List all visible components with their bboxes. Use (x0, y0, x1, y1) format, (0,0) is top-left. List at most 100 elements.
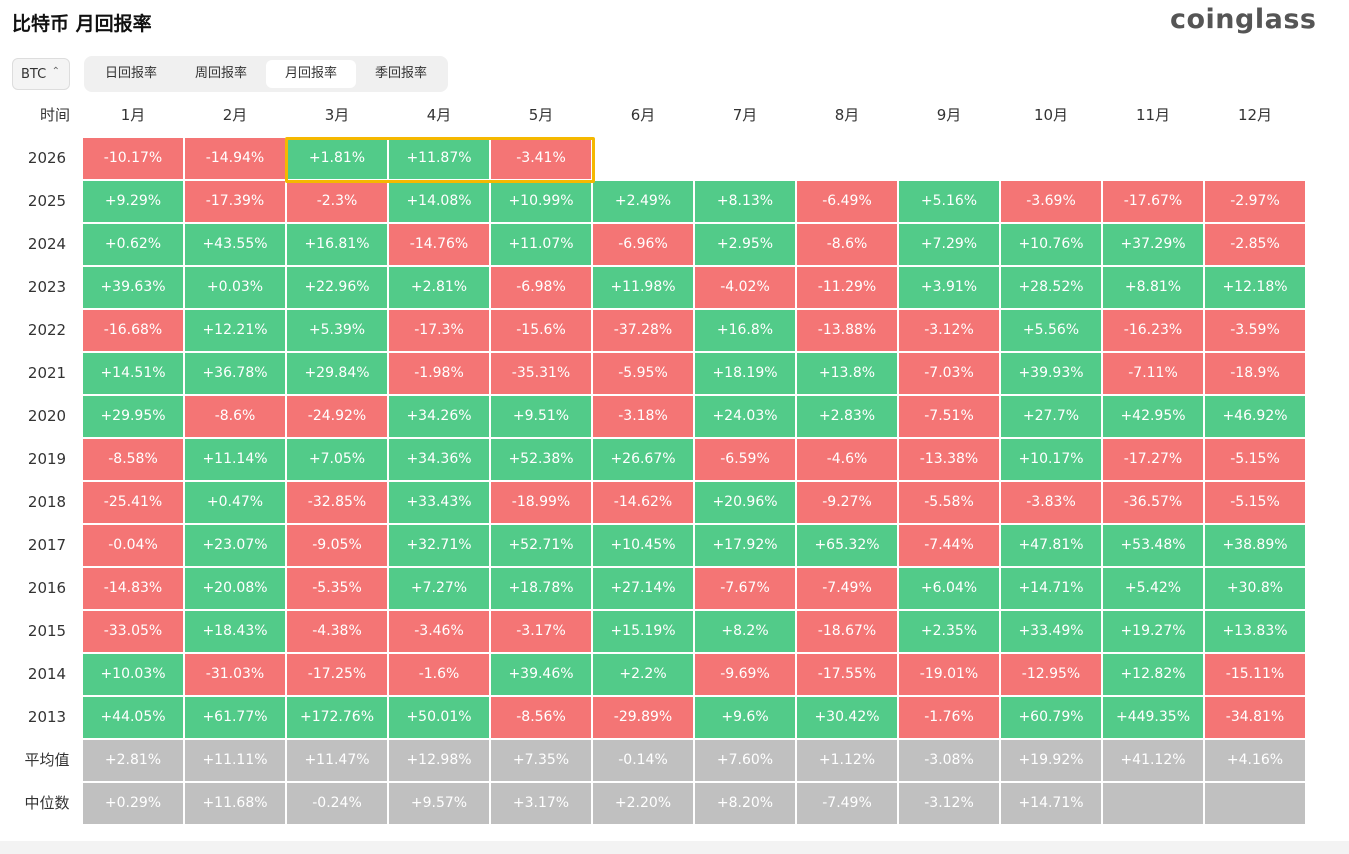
column-header: 时间 (39, 106, 70, 124)
return-cell: +24.03% (695, 396, 795, 437)
return-cell: +17.92% (695, 525, 795, 566)
summary-cell: +9.57% (389, 783, 489, 824)
return-cell: +9.51% (491, 396, 591, 437)
return-cell: -8.6% (185, 396, 285, 437)
return-cell: -15.6% (491, 310, 591, 351)
return-cell: +2.35% (899, 611, 999, 652)
return-cell: -14.62% (593, 482, 693, 523)
return-cell: -2.85% (1205, 224, 1305, 265)
tab[interactable]: 日回报率 (104, 66, 157, 81)
column-header: 10月 (1033, 106, 1069, 124)
summary-cell: +41.12% (1103, 740, 1203, 781)
return-cell: +53.48% (1103, 525, 1203, 566)
return-cell: -17.3% (389, 310, 489, 351)
return-cell: -35.31% (491, 353, 591, 394)
return-cell: +38.89% (1205, 525, 1305, 566)
tab-selected[interactable]: 月回报率 (266, 60, 356, 88)
return-cell: -5.15% (1205, 439, 1305, 480)
return-cell: +2.2% (593, 654, 693, 695)
return-cell: +8.2% (695, 611, 795, 652)
tab[interactable]: 周回报率 (194, 66, 247, 81)
return-cell: -5.95% (593, 353, 693, 394)
return-cell: +20.08% (185, 568, 285, 609)
return-cell: +16.81% (287, 224, 387, 265)
return-cell: +18.19% (695, 353, 795, 394)
row-label: 2018 (27, 493, 67, 511)
return-cell: +10.99% (491, 181, 591, 222)
return-cell: +10.03% (83, 654, 183, 695)
summary-cell: +8.20% (695, 783, 795, 824)
return-cell: +52.71% (491, 525, 591, 566)
return-cell: +16.8% (695, 310, 795, 351)
return-cell: +11.98% (593, 267, 693, 308)
tab[interactable]: 季回报率 (374, 66, 427, 81)
return-cell: -17.25% (287, 654, 387, 695)
summary-cell: +11.11% (185, 740, 285, 781)
summary-cell: +4.16% (1205, 740, 1305, 781)
summary-cell: +11.47% (287, 740, 387, 781)
return-cell: -1.98% (389, 353, 489, 394)
page-title: 比特币 月回报率 (12, 13, 152, 35)
return-cell: -14.76% (389, 224, 489, 265)
return-cell: +10.17% (1001, 439, 1101, 480)
summary-cell: -3.12% (899, 783, 999, 824)
return-cell: +7.05% (287, 439, 387, 480)
row-label: 2019 (27, 450, 67, 468)
return-cell: -4.38% (287, 611, 387, 652)
return-cell: +14.08% (389, 181, 489, 222)
summary-cell: +2.20% (593, 783, 693, 824)
return-cell: +9.6% (695, 697, 795, 738)
return-cell: -7.67% (695, 568, 795, 609)
summary-cell: +3.17% (491, 783, 591, 824)
return-cell: -37.28% (593, 310, 693, 351)
return-cell: +18.78% (491, 568, 591, 609)
return-cell: -0.04% (83, 525, 183, 566)
return-cell: -13.88% (797, 310, 897, 351)
return-cell: -2.3% (287, 181, 387, 222)
return-cell: -36.57% (1103, 482, 1203, 523)
return-cell: +27.14% (593, 568, 693, 609)
return-cell: +10.76% (1001, 224, 1101, 265)
return-cell: -31.03% (185, 654, 285, 695)
return-cell: +13.8% (797, 353, 897, 394)
summary-cell: -0.14% (593, 740, 693, 781)
column-header: 5月 (528, 106, 554, 124)
column-header: 4月 (426, 106, 452, 124)
return-cell: -18.67% (797, 611, 897, 652)
column-header: 2月 (222, 106, 248, 124)
return-cell: -2.97% (1205, 181, 1305, 222)
return-cell: +23.07% (185, 525, 285, 566)
summary-cell: +12.98% (389, 740, 489, 781)
return-cell: -7.11% (1103, 353, 1203, 394)
summary-cell: -0.24% (287, 783, 387, 824)
return-cell: -9.05% (287, 525, 387, 566)
return-cell: +14.71% (1001, 568, 1101, 609)
column-header: 7月 (732, 106, 758, 124)
return-cell: -7.03% (899, 353, 999, 394)
row-label: 2022 (27, 321, 67, 339)
return-cell: -8.6% (797, 224, 897, 265)
return-cell: -14.94% (185, 138, 285, 179)
column-header: 11月 (1135, 106, 1171, 124)
return-cell: +47.81% (1001, 525, 1101, 566)
row-label: 2023 (27, 278, 67, 296)
return-cell: +39.93% (1001, 353, 1101, 394)
return-cell: +61.77% (185, 697, 285, 738)
return-cell: +6.04% (899, 568, 999, 609)
row-label: 2020 (27, 407, 67, 425)
coin-select[interactable]: BTC (12, 56, 70, 90)
return-cell: +5.16% (899, 181, 999, 222)
return-cell: -33.05% (83, 611, 183, 652)
return-cell: +11.07% (491, 224, 591, 265)
summary-cell: -7.49% (797, 783, 897, 824)
return-cell: -34.81% (1205, 697, 1305, 738)
row-label: 中位数 (24, 794, 70, 812)
return-cell: -17.39% (185, 181, 285, 222)
return-cell: +33.49% (1001, 611, 1101, 652)
return-cell: +34.36% (389, 439, 489, 480)
return-cell: +30.8% (1205, 568, 1305, 609)
return-cell: -25.41% (83, 482, 183, 523)
return-cell: -8.56% (491, 697, 591, 738)
summary-cell: +7.35% (491, 740, 591, 781)
